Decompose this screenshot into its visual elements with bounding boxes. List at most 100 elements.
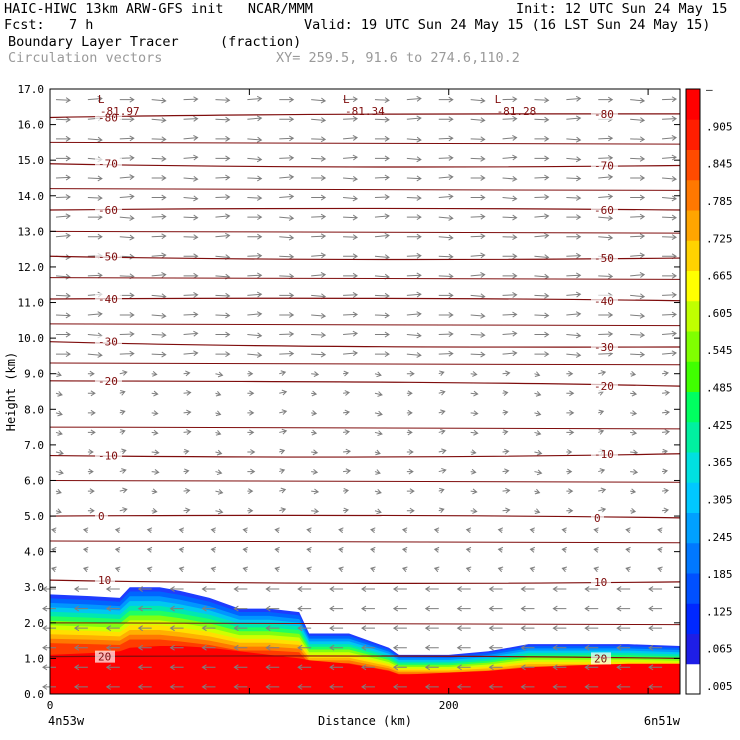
circulation-vector bbox=[215, 489, 224, 495]
circulation-vector bbox=[55, 155, 71, 162]
circulation-vector bbox=[306, 546, 312, 553]
circulation-vector bbox=[497, 527, 504, 534]
circulation-vector bbox=[42, 605, 56, 612]
colorbar-label: .845 bbox=[706, 158, 733, 171]
circulation-vector bbox=[662, 96, 677, 103]
colorbar-label: .485 bbox=[706, 382, 733, 395]
circulation-vector bbox=[178, 527, 185, 534]
circulation-vector bbox=[55, 273, 71, 280]
circulation-vector bbox=[438, 193, 454, 200]
circulation-vector bbox=[662, 330, 677, 337]
circulation-vector bbox=[169, 683, 184, 690]
circulation-vector bbox=[210, 566, 217, 573]
circulation-vector bbox=[534, 351, 550, 358]
circulation-vector bbox=[183, 292, 199, 298]
circulation-vector bbox=[392, 664, 407, 671]
circulation-vector bbox=[374, 135, 390, 142]
circulation-vector bbox=[297, 664, 312, 671]
circulation-vector bbox=[438, 96, 454, 103]
circulation-vector bbox=[311, 194, 327, 201]
temperature-contour bbox=[49, 479, 681, 483]
circulation-vector bbox=[456, 683, 471, 690]
circulation-vector bbox=[247, 488, 254, 495]
circulation-vector bbox=[502, 507, 511, 514]
circulation-vector bbox=[169, 586, 184, 592]
colorbar-swatch bbox=[686, 391, 700, 423]
circulation-vector bbox=[311, 312, 327, 319]
circulation-vector bbox=[392, 683, 407, 690]
circulation-vector bbox=[552, 683, 567, 690]
circulation-vector bbox=[456, 586, 471, 592]
circulation-vector bbox=[616, 625, 631, 632]
circulation-vector bbox=[438, 448, 447, 455]
circulation-vector bbox=[520, 644, 535, 651]
circulation-vector bbox=[215, 449, 223, 456]
colorbar-swatch bbox=[686, 482, 700, 513]
circulation-vector bbox=[343, 311, 359, 318]
circulation-vector bbox=[438, 428, 446, 435]
circulation-vector bbox=[42, 683, 56, 690]
circulation-vector bbox=[311, 351, 327, 358]
circulation-vector bbox=[279, 253, 295, 260]
contour-label: -50 bbox=[594, 252, 614, 265]
circulation-vector bbox=[661, 507, 669, 514]
contour-label-mask bbox=[95, 335, 122, 348]
contour-label: -80 bbox=[98, 111, 118, 124]
circulation-vector bbox=[630, 390, 638, 397]
circulation-vector bbox=[137, 644, 152, 651]
circulation-vector bbox=[657, 566, 663, 573]
colorbar-swatch bbox=[686, 300, 700, 332]
circulation-vector bbox=[406, 352, 422, 358]
contour-label: 10 bbox=[98, 574, 111, 587]
circulation-vector bbox=[297, 644, 312, 651]
circulation-vector bbox=[311, 371, 320, 377]
circulation-vector bbox=[183, 135, 199, 141]
circulation-vector bbox=[247, 352, 263, 358]
circulation-vector bbox=[201, 683, 216, 690]
contour-label: -40 bbox=[594, 295, 614, 308]
y-tick-label: 7.0 bbox=[24, 439, 44, 452]
circulation-vector bbox=[247, 449, 256, 455]
circulation-vector bbox=[566, 332, 582, 339]
circulation-vector bbox=[242, 546, 248, 553]
colorbar-label: .905 bbox=[706, 120, 733, 133]
circulation-vector bbox=[311, 252, 327, 259]
circulation-vector bbox=[630, 469, 639, 475]
contour-label-mask bbox=[591, 447, 618, 460]
circulation-vector bbox=[465, 546, 472, 553]
circulation-vector bbox=[520, 664, 535, 671]
circulation-vector bbox=[183, 195, 199, 202]
y-tick-label: 15.0 bbox=[18, 154, 45, 167]
circulation-vector bbox=[374, 116, 390, 123]
circulation-vector bbox=[374, 351, 390, 358]
contour-label: -10 bbox=[594, 448, 614, 461]
circulation-vector bbox=[247, 252, 263, 259]
circulation-vector bbox=[306, 566, 312, 573]
circulation-vector bbox=[438, 409, 446, 416]
circulation-vector bbox=[470, 312, 486, 319]
circulation-vector bbox=[593, 527, 599, 534]
circulation-vector bbox=[55, 174, 71, 181]
circulation-vector bbox=[342, 488, 350, 494]
circulation-vector bbox=[534, 371, 541, 377]
circulation-vector bbox=[151, 371, 158, 377]
x-tick-label: 200 bbox=[439, 699, 459, 712]
circulation-vector bbox=[374, 371, 382, 378]
circulation-vector bbox=[183, 409, 192, 416]
contour-label-mask bbox=[591, 652, 611, 665]
circulation-vector bbox=[311, 429, 318, 436]
circulation-vector bbox=[456, 644, 471, 651]
model-title: HAIC-HIWC 13km ARW-GFS init NCAR/MMM bbox=[4, 1, 313, 17]
circulation-vector bbox=[488, 625, 503, 632]
circulation-vector bbox=[279, 350, 295, 357]
circulation-vector bbox=[215, 410, 222, 417]
circulation-vector bbox=[630, 488, 637, 495]
circulation-vector bbox=[329, 683, 344, 690]
circulation-vector bbox=[183, 429, 192, 435]
circulation-vector bbox=[338, 566, 344, 573]
circulation-vector bbox=[247, 370, 254, 377]
circulation-vector bbox=[566, 352, 582, 358]
circulation-vector bbox=[566, 370, 574, 377]
circulation-vector bbox=[616, 683, 631, 690]
circulation-vector bbox=[183, 175, 199, 182]
